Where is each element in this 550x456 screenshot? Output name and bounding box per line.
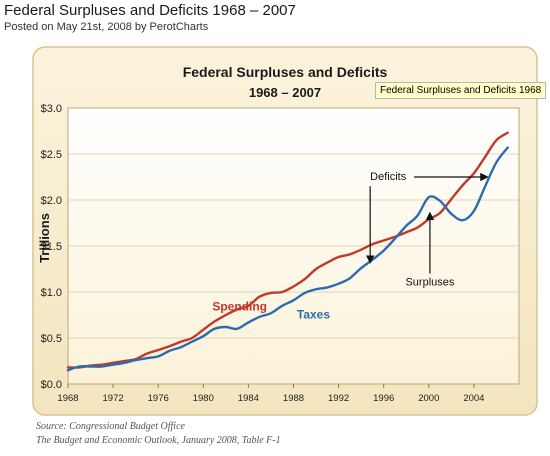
post-title: Federal Surpluses and Deficits 1968 – 20… bbox=[4, 2, 296, 19]
x-tick-label: 1976 bbox=[148, 393, 169, 404]
y-axis-label: Trillions bbox=[37, 213, 52, 263]
grid-layer bbox=[68, 153, 519, 339]
x-tick-label: 2000 bbox=[418, 393, 439, 404]
chart-title-line2: 1968 – 2007 bbox=[249, 85, 321, 100]
x-tick-label: 1988 bbox=[283, 393, 304, 404]
x-tick-label: 1972 bbox=[103, 393, 124, 404]
x-tick-label: 1980 bbox=[193, 393, 214, 404]
x-tick-label: 2004 bbox=[463, 393, 484, 404]
taxes-line bbox=[66, 146, 509, 372]
spending-series-label: Spending bbox=[212, 299, 267, 313]
y-tick-label: $0.5 bbox=[41, 333, 62, 345]
y-tick-label: $1.0 bbox=[41, 287, 62, 299]
surpluses-annotation: Surpluses bbox=[405, 277, 454, 289]
spending-line bbox=[66, 131, 509, 369]
hover-tooltip: Federal Surpluses and Deficits 1968 bbox=[375, 82, 547, 99]
x-tick-label: 1984 bbox=[238, 393, 259, 404]
chart-card: $0.0 $0.5 $1.0 $1.5 $2.0 $2.5 $3.0 1968 1972 1976… bbox=[32, 46, 538, 416]
annotation-layer: Spending Taxes Deficits Surpluses bbox=[212, 171, 489, 322]
x-tick-label: 1996 bbox=[373, 393, 394, 404]
x-tick-label: 1968 bbox=[57, 393, 78, 404]
taxes-series-label: Taxes bbox=[297, 308, 330, 322]
series-layer bbox=[66, 131, 509, 372]
source-line-1: Source: Congressional Budget Office bbox=[36, 421, 185, 432]
post-meta: Posted on May 21st, 2008 by PerotCharts bbox=[4, 21, 209, 33]
y-tick-label: $1.5 bbox=[41, 241, 62, 253]
chart-svg: $0.0 $0.5 $1.0 $1.5 $2.0 $2.5 $3.0 1968 1972 1976… bbox=[32, 46, 538, 416]
axis-layer: $0.0 $0.5 $1.0 $1.5 $2.0 $2.5 $3.0 1968 1972 1976… bbox=[41, 103, 485, 404]
source-note: Source: Congressional Budget Office The … bbox=[36, 420, 281, 448]
x-tick-label: 1992 bbox=[328, 393, 349, 404]
y-tick-label: $2.5 bbox=[41, 149, 62, 161]
source-line-2: The Budget and Economic Outlook, January… bbox=[36, 435, 281, 446]
y-tick-label: $2.0 bbox=[41, 195, 62, 207]
deficits-annotation: Deficits bbox=[370, 171, 407, 183]
y-tick-label: $3.0 bbox=[41, 103, 62, 115]
chart-title-line1: Federal Surpluses and Deficits bbox=[183, 64, 388, 80]
y-tick-label: $0.0 bbox=[41, 379, 62, 391]
